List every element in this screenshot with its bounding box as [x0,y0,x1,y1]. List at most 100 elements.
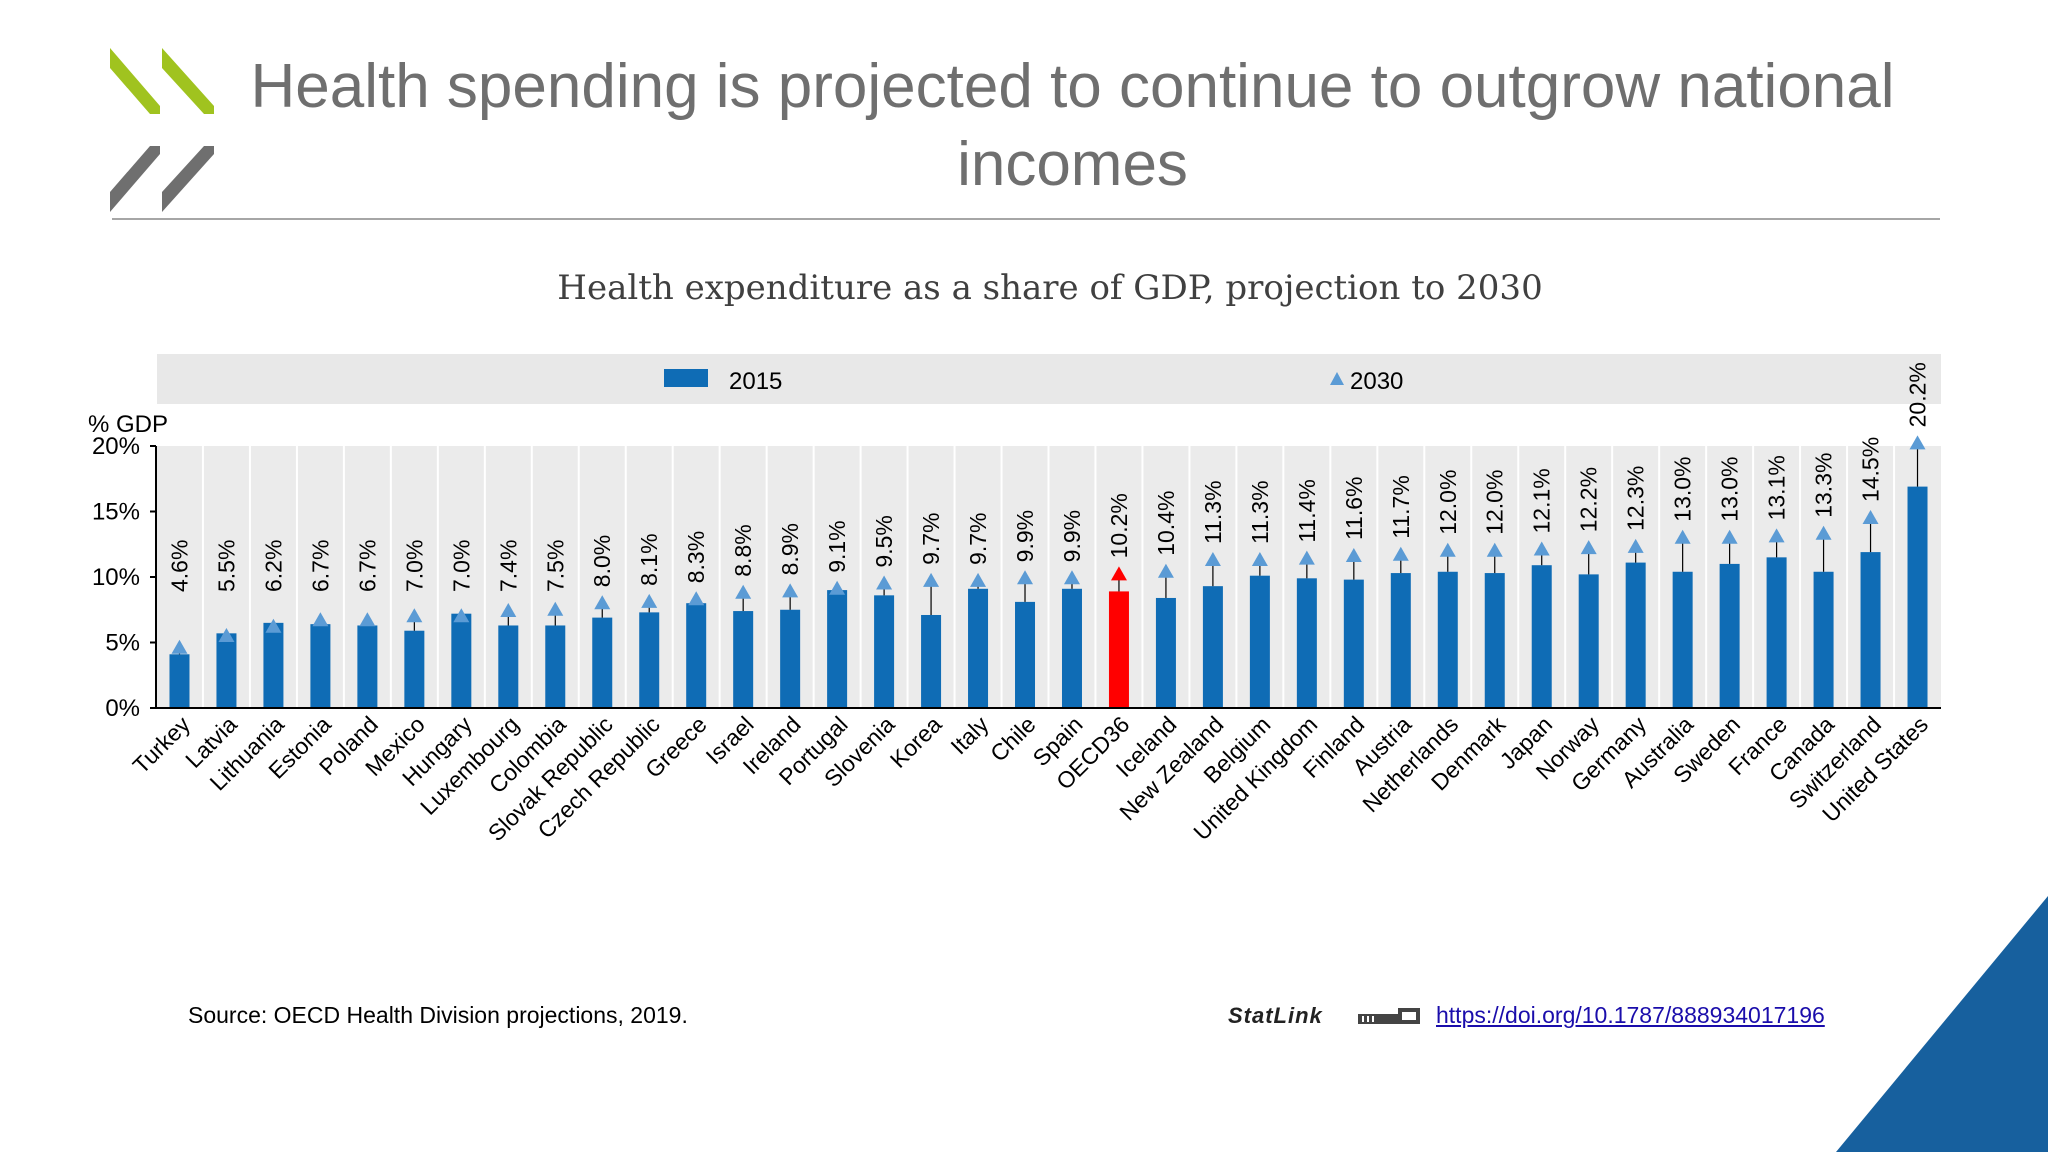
data-label: 11.6% [1341,477,1367,541]
bar [1719,563,1740,708]
data-label: 6.2% [260,540,286,592]
bar [451,613,472,708]
bar [874,595,895,708]
legend-label-2015: 2015 [729,368,782,395]
data-label: 8.1% [636,533,662,585]
marker-2030 [218,627,235,642]
bar [357,625,378,708]
marker-2030 [735,584,752,599]
x-tick-label: Korea [885,711,947,773]
bar [263,622,284,708]
marker-2030 [594,595,611,610]
bar [1015,601,1036,708]
data-label: 9.1% [824,520,850,572]
data-label: 9.9% [1059,510,1085,562]
bar [1202,586,1223,708]
data-label: 7.5% [542,540,568,592]
data-label: 11.3% [1200,480,1226,544]
data-label: 8.8% [730,524,756,576]
logo-chevron-green-left [110,48,160,114]
bar [1484,573,1505,708]
data-labels: 4.6% 5.5% 6.2% 6.7% 6.7% 7.0% 7.0% 7.4% 7.5% 8.0%… [166,362,1930,592]
data-label: 14.5% [1858,437,1884,502]
marker-2030 [500,603,517,618]
markers-2030 [171,435,1926,654]
bar [1578,574,1599,708]
data-label: 6.7% [307,540,333,592]
data-label: 12.0% [1482,470,1508,535]
data-label: 8.9% [777,523,803,575]
data-label: 12.1% [1529,468,1555,533]
slide-title: Health spending is projected to continue… [250,52,1895,199]
data-label: 9.7% [965,512,991,564]
marker-2030 [641,593,658,608]
bar [310,624,331,708]
legend-background [157,354,1941,404]
marker-2030 [1017,570,1034,585]
marker-2030 [1627,538,1644,553]
y-tick-label: 0% [105,695,140,722]
oecd-logo [110,48,214,212]
bar [498,625,519,708]
logo-chevron-grey-left [110,146,160,212]
legend-marker-2030 [1330,372,1344,385]
marker-2030 [1439,542,1456,557]
data-label: 13.1% [1764,455,1790,520]
bar [1343,579,1364,708]
y-axis-ticks: 0% 5% 10% 15% 20% [92,433,156,722]
marker-2030 [829,580,846,595]
marker-2030 [1298,550,1315,565]
marker-2030 [1345,548,1362,563]
bar [545,625,566,708]
bar [1249,575,1270,708]
bar [1390,573,1411,708]
data-label: 13.0% [1717,456,1743,521]
x-axis-labels: TurkeyLatviaLithuaniaEstoniaPolandMexico… [128,711,1934,846]
data-label: 11.3% [1247,480,1273,544]
bar [921,614,942,708]
marker-2030 [1768,528,1785,543]
data-label: 20.2% [1905,362,1931,427]
data-label: 10.4% [1153,491,1179,556]
statlink-url[interactable]: https://doi.org/10.1787/888934017196 [1436,1002,1825,1028]
data-label: 5.5% [213,540,239,592]
data-label: 11.4% [1294,479,1320,543]
bar [639,612,660,708]
bar [827,590,848,708]
marker-2030 [1157,563,1174,578]
statlink-icon [1358,1008,1420,1024]
data-label: 7.0% [448,540,474,592]
bar [1625,562,1646,708]
bar [1766,557,1787,708]
data-label: 12.3% [1623,466,1649,531]
marker-2030 [1674,529,1691,544]
data-label: 4.6% [166,540,192,592]
marker-2030 [359,612,376,627]
marker-2030 [1533,541,1550,556]
source-note: Source: OECD Health Division projections… [188,1002,688,1028]
data-label: 8.3% [683,531,709,583]
logo-chevron-green-right [162,48,214,114]
marker-2030 [1580,540,1597,555]
bars-2015 [169,486,1928,708]
marker-2030 [1486,542,1503,557]
bar [1061,588,1082,708]
marker-2030 [1862,510,1879,525]
y-tick-label: 10% [92,564,140,591]
marker-2030 [782,583,799,598]
y-tick-label: 20% [92,433,140,460]
bar [1108,591,1129,708]
title-divider [112,218,1940,220]
bar [1860,552,1881,708]
bar [1907,486,1928,708]
logo-chevron-grey-right [162,146,214,212]
y-axis-label: % GDP [88,411,168,438]
data-label: 7.0% [401,540,427,592]
legend-label-2030: 2030 [1350,368,1403,395]
marker-2030 [265,618,282,633]
marker-2030 [312,612,329,627]
bar [1531,565,1552,708]
data-label: 11.7% [1388,475,1414,539]
data-label: 13.3% [1811,453,1837,518]
marker-2030 [1251,551,1268,566]
